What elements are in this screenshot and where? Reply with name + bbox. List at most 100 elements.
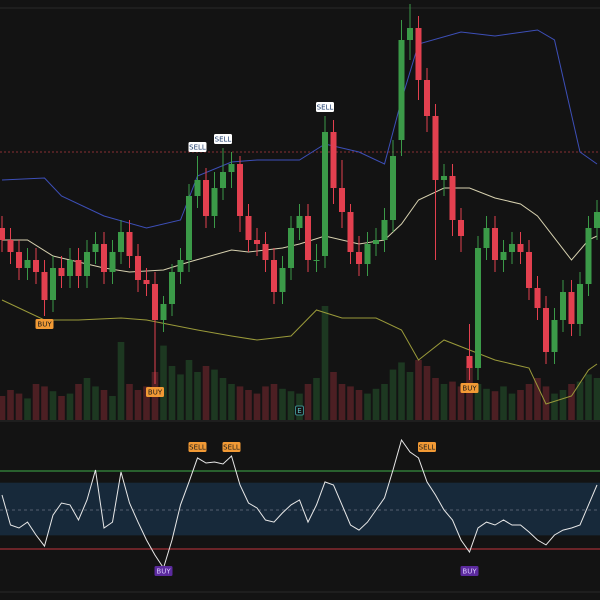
signal-label: BUY xyxy=(156,568,171,576)
candle-body xyxy=(143,280,150,284)
volume-bar xyxy=(372,388,380,420)
volume-bar xyxy=(32,384,40,420)
signal-box xyxy=(188,442,207,452)
signal-box xyxy=(214,134,232,144)
candle-body xyxy=(509,244,515,252)
volume-bar xyxy=(457,386,465,420)
candle-body xyxy=(500,252,507,260)
signal-box xyxy=(222,442,241,452)
volume-bar xyxy=(321,306,329,420)
volume-bar xyxy=(177,374,184,420)
candle-body xyxy=(7,240,14,252)
volume-bar xyxy=(287,391,295,420)
candle-body xyxy=(424,80,430,116)
volume-bar xyxy=(534,378,541,420)
candle-body xyxy=(50,268,56,300)
candle-body xyxy=(58,268,65,276)
volume-bar xyxy=(423,366,431,420)
candle-body xyxy=(585,228,592,284)
candle-body xyxy=(483,228,490,248)
rsi-band xyxy=(0,482,600,536)
volume-bar xyxy=(245,390,252,420)
volume-bar xyxy=(236,386,244,420)
candle-body xyxy=(288,228,294,268)
candle-body xyxy=(135,256,141,280)
signal-label: BUY xyxy=(462,568,477,576)
signal-label: SELL xyxy=(223,444,240,452)
volume-bar xyxy=(0,396,6,420)
candle-body xyxy=(262,244,269,260)
candle-body xyxy=(169,272,175,304)
candle-body xyxy=(398,40,405,140)
volume-bar xyxy=(389,369,397,420)
candle-body xyxy=(330,132,337,188)
candle-body xyxy=(432,116,439,180)
candle-body xyxy=(339,188,345,212)
candle-body xyxy=(271,260,277,292)
volume-bar xyxy=(219,378,227,420)
volume-bar xyxy=(134,390,142,420)
candle-body xyxy=(160,304,167,320)
volume-bar xyxy=(508,393,516,420)
candle-body xyxy=(109,252,116,272)
candle-body xyxy=(254,240,260,244)
volume-bar xyxy=(406,372,414,420)
candle-body xyxy=(475,248,481,368)
volume-bar xyxy=(202,366,210,420)
candle-body xyxy=(577,284,583,324)
candle-body xyxy=(118,232,124,252)
volume-bar xyxy=(262,386,269,420)
volume-bar xyxy=(330,372,337,420)
candle-body xyxy=(24,260,31,268)
volume-bar xyxy=(24,398,31,420)
rsi-line xyxy=(1,438,598,570)
volume-bar xyxy=(92,386,99,420)
candle-body xyxy=(534,288,541,308)
candle-body xyxy=(551,320,558,352)
volume-bar xyxy=(364,393,371,420)
volume-bar xyxy=(355,390,363,420)
candle-body xyxy=(568,292,575,324)
candle-body xyxy=(245,216,252,240)
volume-bar xyxy=(474,384,482,420)
candle-body xyxy=(526,252,532,288)
candle-body xyxy=(560,292,566,320)
candle-body xyxy=(152,284,158,320)
candle-body xyxy=(415,28,422,80)
candle-body xyxy=(67,260,73,276)
candle-body xyxy=(0,228,5,240)
candle-body xyxy=(441,176,447,180)
volume-bar xyxy=(160,345,167,420)
signal-box xyxy=(316,102,334,112)
candle-body xyxy=(75,260,82,276)
signal-label: SELL xyxy=(189,144,206,152)
volume-bar xyxy=(500,386,507,420)
volume-bar xyxy=(185,360,193,420)
volume-bar xyxy=(517,390,524,420)
candle-body xyxy=(364,244,371,264)
candle-body xyxy=(101,244,107,272)
signal-box xyxy=(154,566,173,576)
volume-bar xyxy=(41,386,48,420)
volume-bar xyxy=(83,378,91,420)
candle-body xyxy=(194,180,201,196)
candle-body xyxy=(458,220,464,236)
volume-bar xyxy=(126,384,133,420)
signal-label: BUY xyxy=(148,389,163,397)
candle-body xyxy=(211,188,218,216)
volume-bar xyxy=(49,391,57,420)
candle-body xyxy=(296,216,303,228)
volume-bar xyxy=(576,381,584,420)
candle-body xyxy=(347,212,354,252)
candle-body xyxy=(33,260,39,272)
volume-bar xyxy=(109,396,116,420)
volume-bar xyxy=(525,384,533,420)
signal-label: SELL xyxy=(215,136,232,144)
volume-bar xyxy=(593,378,600,420)
volume-bar xyxy=(143,386,150,420)
candle-body xyxy=(305,216,311,260)
candle-body xyxy=(237,164,243,216)
volume-bar xyxy=(7,390,14,420)
signal-box xyxy=(146,387,164,397)
